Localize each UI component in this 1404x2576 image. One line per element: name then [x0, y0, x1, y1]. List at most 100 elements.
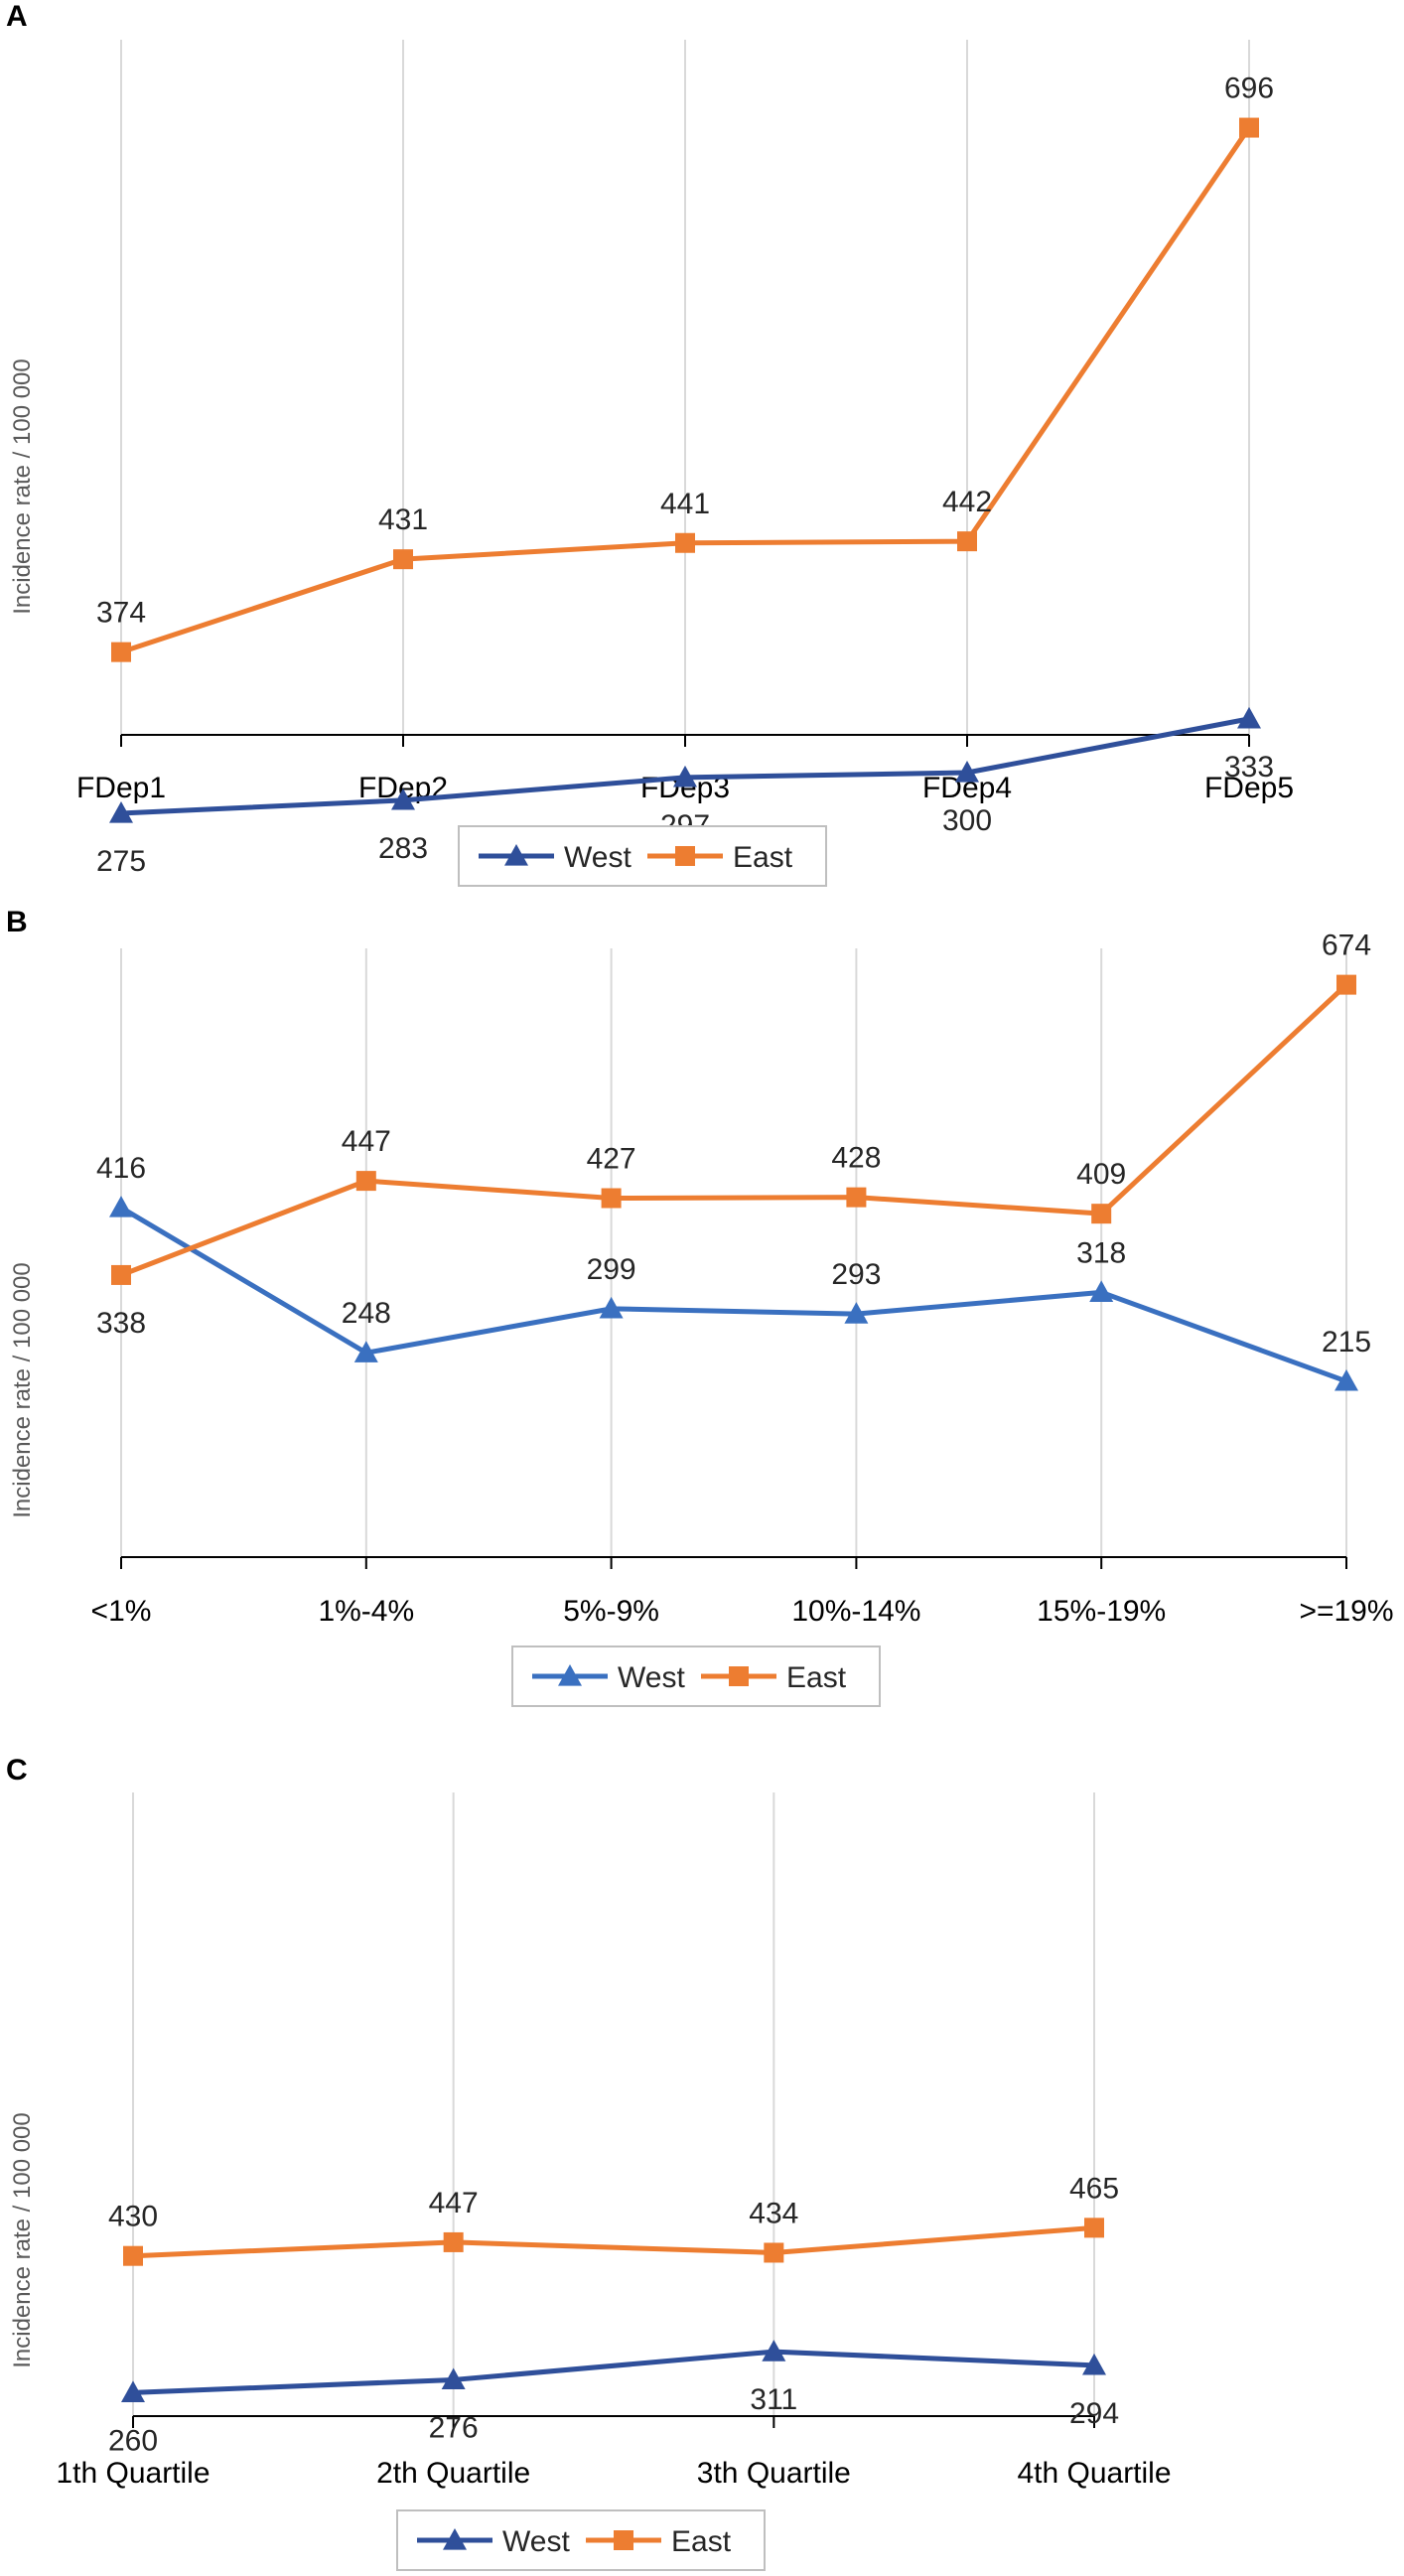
panel-a-west-point	[391, 787, 415, 810]
panel-a-east-data-label: 442	[942, 486, 992, 518]
panel-c-legend-west-label: West	[502, 2525, 570, 2558]
panel-b-series-east-line	[120, 982, 1348, 1278]
panel-c-east-point	[1084, 2218, 1104, 2238]
panel-c-x-tick-label: 3th Quartile	[697, 2457, 851, 2490]
panel-b: B Incidence rate / 100 000 <1% 1%-4% 5%-9%…	[6, 906, 1394, 1707]
panel-b-x-tick-label: 15%-19%	[1037, 1595, 1166, 1628]
panel-b-west-point	[599, 1296, 624, 1319]
panel-a-legend: West East	[458, 825, 827, 887]
panel-a-x-tick-label: FDep5	[1204, 772, 1294, 804]
panel-b-west-point	[1334, 1368, 1358, 1391]
panel-b-west-point	[109, 1196, 133, 1217]
panel-b-legend-east-marker	[729, 1666, 749, 1686]
panel-a-east-point	[1239, 117, 1259, 138]
panel-a-legend-west-label: West	[564, 841, 632, 874]
panel-c-west-data-label: 294	[1069, 2397, 1119, 2430]
panel-a-west-data-label: 283	[378, 832, 428, 865]
panel-c-legend-east-label: East	[671, 2525, 732, 2558]
panel-a-y-axis-label: Incidence rate / 100 000	[9, 358, 36, 615]
panel-b-west-point	[844, 1302, 869, 1324]
panel-c-legend-east-marker	[614, 2530, 633, 2550]
panel-c-x-ticks: 1th Quartile 2th Quartile 3th Quartile 4th …	[56, 2457, 1171, 2490]
panel-c-west-data-label: 311	[750, 2383, 797, 2416]
panel-b-x-ticks: <1% 1%-4% 5%-9% 10%-14% 15%-19% >=19%	[91, 1595, 1394, 1628]
panel-c-east-point	[443, 2231, 464, 2252]
panel-a-legend-west-marker	[504, 844, 528, 866]
panel-c-west-data-label: 276	[429, 2411, 479, 2444]
panel-c-y-axis-label: Incidence rate / 100 000	[9, 2112, 36, 2368]
panel-b-west-data-label: 215	[1322, 1326, 1371, 1359]
panel-b-west-data-label: 248	[342, 1297, 391, 1330]
panel-b-west-data-label: 299	[587, 1253, 636, 1286]
panel-c-east-point	[123, 2245, 143, 2266]
panel-b-west-data-label: 416	[96, 1152, 146, 1185]
panel-a-west-point	[955, 761, 979, 783]
panel-c-series-east-line	[132, 2224, 1095, 2259]
panel-b-grid	[120, 948, 1347, 1569]
panel-c-east-data-label: 465	[1069, 2172, 1119, 2205]
panel-b-series-west-line	[119, 1205, 1347, 1384]
panel-b-east-data-label: 674	[1322, 930, 1371, 962]
panel-c-west-data-label: 260	[108, 2424, 158, 2457]
panel-b-east-point	[601, 1188, 622, 1209]
panel-c-west-point	[121, 2380, 145, 2402]
panel-c-x-tick-label: 4th Quartile	[1017, 2457, 1171, 2490]
panel-c-east-point	[764, 2242, 784, 2263]
panel-a-east-data-label: 374	[96, 597, 146, 630]
panel-c-letter: C	[6, 1754, 28, 1787]
panel-c-west-point	[762, 2340, 786, 2361]
panel-b-east-data-label: 409	[1076, 1158, 1126, 1191]
panel-a-west-data-label: 300	[942, 804, 992, 837]
panel-a-east-data-label: 696	[1224, 72, 1274, 105]
panel-b-legend-west-marker	[558, 1664, 582, 1686]
panel-c-x-tick-label: 2th Quartile	[376, 2457, 530, 2490]
panel-a-east-point	[675, 532, 695, 553]
panel-b-letter: B	[6, 906, 28, 938]
panel-b-east-point	[1091, 1204, 1112, 1224]
panel-b-east-point	[111, 1264, 131, 1285]
panel-b-legend-east-label: East	[786, 1661, 847, 1694]
panel-a-west-data-label: 333	[1224, 751, 1274, 784]
panel-c: C Incidence rate / 100 000 1th Quartile 2…	[6, 1754, 1172, 2571]
panel-b-x-tick-label: 1%-4%	[318, 1595, 414, 1628]
panel-a-west-point	[109, 801, 133, 823]
panel-b-legend: West East	[511, 1646, 881, 1707]
panel-a-east-point	[957, 531, 977, 552]
panel-a-letter: A	[6, 0, 28, 33]
panel-a-legend-east-marker	[675, 846, 695, 866]
panel-a-legend-east-label: East	[733, 841, 793, 874]
panel-b-west-data-label: 293	[831, 1258, 881, 1291]
panel-a-east-point	[393, 549, 413, 570]
panel-b-east-point	[846, 1187, 867, 1208]
panel-b-legend-west-label: West	[618, 1661, 685, 1694]
panel-b-x-tick-label: 5%-9%	[563, 1595, 659, 1628]
panel-b-x-tick-label: >=19%	[1299, 1595, 1393, 1628]
panel-b-y-axis-label: Incidence rate / 100 000	[9, 1262, 36, 1518]
panel-c-x-tick-label: 1th Quartile	[56, 2457, 210, 2490]
panel-b-west-point	[353, 1341, 378, 1362]
panel-c-grid	[132, 1792, 1095, 2428]
panel-b-east-data-label: 428	[831, 1142, 881, 1175]
panel-c-east-data-label: 447	[429, 2187, 479, 2219]
panel-b-x-tick-label: 10%-14%	[791, 1595, 920, 1628]
panel-c-west-point	[1082, 2353, 1106, 2375]
panel-a-east-point	[111, 642, 131, 662]
panel-c-east-data-label: 434	[749, 2197, 798, 2229]
panel-b-east-point	[355, 1171, 376, 1192]
panel-b-east-data-label: 427	[587, 1143, 636, 1176]
panel-a-plot: 275283297300333374431441442696	[96, 72, 1274, 878]
panel-a-east-data-label: 431	[378, 503, 428, 536]
panel-a: A Incidence rate / 100 000 FDep1 FDep2 FDe…	[6, 0, 1294, 887]
panel-b-west-point	[1089, 1280, 1114, 1302]
panel-b-east-point	[1336, 974, 1356, 995]
panel-a-west-data-label: 275	[96, 845, 146, 878]
panel-b-plot: 416 248 299 293 318 215 338 447 427 428 409 674	[96, 930, 1371, 1391]
panel-a-grid	[120, 40, 1250, 747]
panel-c-series-west-line	[132, 2349, 1095, 2395]
panel-c-west-point	[441, 2367, 466, 2390]
panel-a-west-point	[1237, 706, 1261, 729]
panel-b-east-data-label: 447	[342, 1125, 391, 1158]
panel-b-west-data-label: 318	[1076, 1236, 1126, 1269]
panel-a-east-data-label: 441	[660, 488, 710, 520]
